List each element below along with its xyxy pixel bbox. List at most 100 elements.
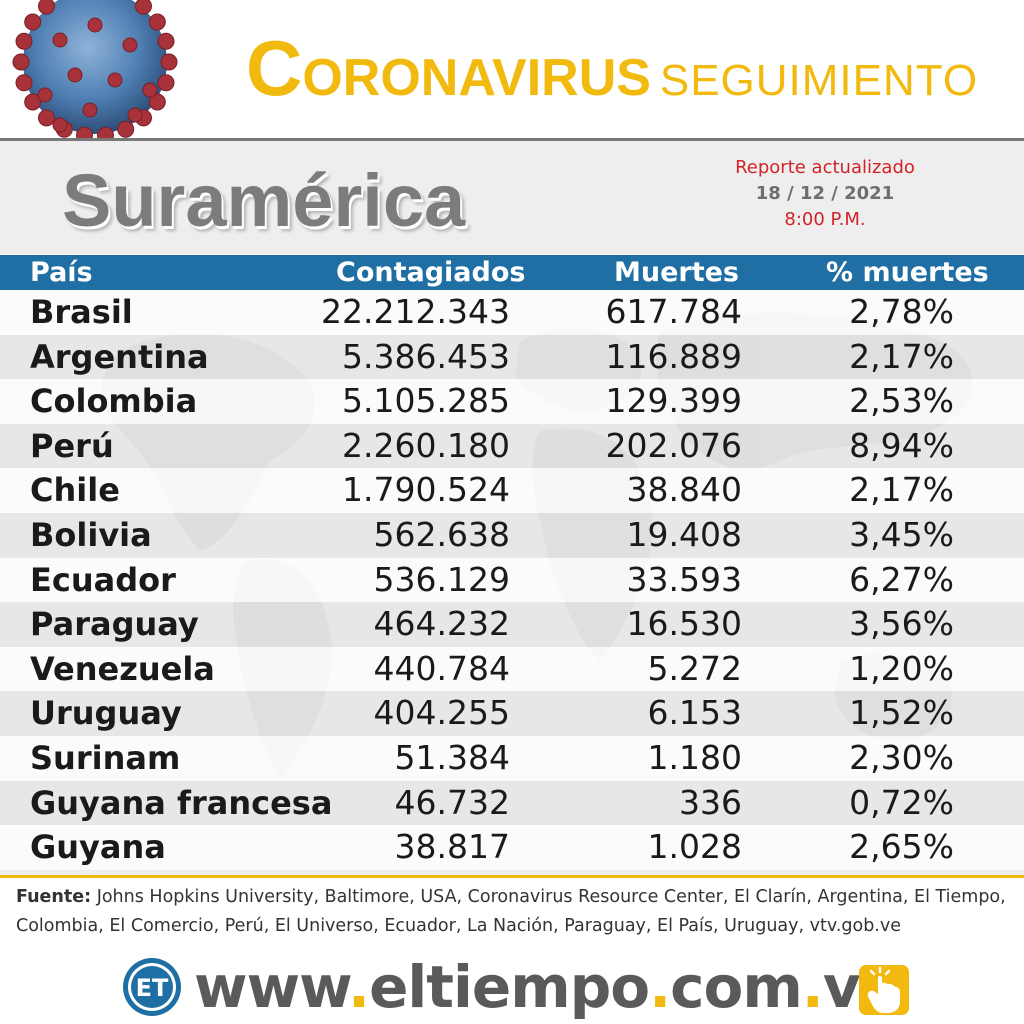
death-rate-cell: 1,20% xyxy=(849,648,954,688)
country-cell: Brasil xyxy=(30,293,133,331)
logo-text: ET xyxy=(136,974,169,1002)
et-logo-icon: ET xyxy=(123,958,181,1016)
source-text: Johns Hopkins University, Baltimore, USA… xyxy=(16,887,1006,936)
cases-cell: 562.638 xyxy=(373,514,510,554)
deaths-cell: 33.593 xyxy=(626,559,742,599)
country-cell: Surinam xyxy=(30,738,181,777)
cases-cell: 5.105.285 xyxy=(342,381,510,421)
url-dot: . xyxy=(801,953,824,1021)
table-header: País Contagiados Muertes % muertes xyxy=(0,254,1024,290)
table-row: Uruguay 404.255 6.153 1,52% xyxy=(0,691,1024,736)
death-rate-cell: 3,45% xyxy=(849,514,954,554)
column-header-country: País xyxy=(30,257,93,288)
table-row: Ecuador 536.129 33.593 6,27% xyxy=(0,557,1024,603)
header: CORONAVIRUS SEGUIMIENTO xyxy=(0,0,1024,138)
column-header-death-rate: % muertes xyxy=(826,257,989,288)
column-header-deaths: Muertes xyxy=(614,257,740,288)
virus-spike xyxy=(67,67,83,83)
country-cell: Guyana francesa xyxy=(30,783,333,822)
deaths-cell: 19.408 xyxy=(626,514,742,554)
country-cell: Paraguay xyxy=(30,605,199,644)
death-rate-cell: 2,65% xyxy=(849,827,954,867)
source-label: Fuente: xyxy=(16,887,92,907)
region-title: Suramérica xyxy=(62,159,466,242)
death-rate-cell: 2,17% xyxy=(849,470,954,510)
coronavirus-illustration xyxy=(12,0,178,138)
deaths-cell: 129.399 xyxy=(605,381,742,421)
website-url[interactable]: www.eltiempo.com.ve xyxy=(194,950,899,1024)
cases-cell: 2.260.180 xyxy=(342,425,510,465)
deaths-cell: 336 xyxy=(679,782,742,822)
deaths-cell: 617.784 xyxy=(605,292,742,331)
table-row: Brasil 22.212.343 617.784 2,78% xyxy=(0,290,1024,335)
virus-spike xyxy=(82,102,98,118)
virus-spike xyxy=(15,74,33,92)
country-cell: Bolivia xyxy=(30,515,152,554)
brand-bar: ET www.eltiempo.com.ve xyxy=(0,950,1024,1024)
virus-spike xyxy=(127,107,143,123)
table-row: Perú 2.260.180 202.076 8,94% xyxy=(0,423,1024,469)
death-rate-cell: 0,72% xyxy=(849,782,954,822)
table-row: Colombia 5.105.285 129.399 2,53% xyxy=(0,379,1024,424)
virus-spike xyxy=(12,53,30,71)
country-cell: Chile xyxy=(30,471,120,510)
headline: CORONAVIRUS SEGUIMIENTO xyxy=(246,18,1006,118)
url-dot: . xyxy=(649,953,671,1021)
deaths-cell: 38.840 xyxy=(626,470,742,510)
death-rate-cell: 2,78% xyxy=(849,292,954,331)
death-rate-cell: 2,53% xyxy=(849,381,954,421)
death-rate-cell: 1,52% xyxy=(849,693,954,733)
virus-spike xyxy=(76,126,93,138)
virus-spike xyxy=(24,93,42,111)
country-cell: Uruguay xyxy=(30,694,182,733)
virus-spike xyxy=(117,120,135,138)
table-row: Bolivia 562.638 19.408 3,45% xyxy=(0,512,1024,558)
url-dot: . xyxy=(348,953,370,1021)
deaths-cell: 6.153 xyxy=(647,693,742,733)
deaths-cell: 5.272 xyxy=(647,648,742,688)
report-date: 18 / 12 / 2021 xyxy=(755,183,895,204)
death-rate-cell: 8,94% xyxy=(849,425,954,465)
deaths-cell: 1.028 xyxy=(647,827,742,867)
deaths-cell: 202.076 xyxy=(605,425,742,465)
cases-cell: 440.784 xyxy=(373,648,510,688)
headline-word: ORONAVIRUS xyxy=(302,49,651,107)
country-cell: Ecuador xyxy=(30,560,176,599)
cases-cell: 51.384 xyxy=(394,737,510,777)
table-row: Guyana 38.817 1.028 2,65% xyxy=(0,825,1024,870)
death-rate-cell: 6,27% xyxy=(849,559,954,599)
deaths-cell: 116.889 xyxy=(605,336,742,376)
url-part: www xyxy=(194,953,349,1021)
virus-spike xyxy=(157,74,175,92)
virus-spike xyxy=(52,117,68,133)
country-cell: Perú xyxy=(30,426,114,465)
headline-subword: SEGUIMIENTO xyxy=(659,56,979,105)
deaths-cell: 16.530 xyxy=(626,604,742,644)
virus-spike xyxy=(97,126,114,138)
url-part: eltiempo xyxy=(369,953,650,1021)
url-part: com xyxy=(670,953,803,1021)
virus-spike xyxy=(107,72,123,88)
cases-cell: 46.732 xyxy=(394,782,510,822)
death-rate-cell: 2,17% xyxy=(849,336,954,376)
table-row: Chile 1.790.524 38.840 2,17% xyxy=(0,468,1024,513)
cases-cell: 464.232 xyxy=(373,604,510,644)
cases-cell: 536.129 xyxy=(373,559,510,599)
report-time: 8:00 P.M. xyxy=(784,209,866,230)
source-note: Fuente: Johns Hopkins University, Baltim… xyxy=(16,883,1008,941)
column-header-cases: Contagiados xyxy=(336,257,526,288)
virus-spike xyxy=(87,17,103,33)
virus-spike xyxy=(24,13,42,31)
virus-spike xyxy=(148,93,166,111)
table-row: Paraguay 464.232 16.530 3,56% xyxy=(0,602,1024,647)
virus-spike xyxy=(122,37,138,53)
death-rate-cell: 2,30% xyxy=(849,737,954,777)
hand-click-icon xyxy=(859,965,909,1015)
table-row: Surinam 51.384 1.180 2,30% xyxy=(0,735,1024,781)
cases-cell: 5.386.453 xyxy=(342,336,510,376)
country-cell: Colombia xyxy=(30,382,198,421)
report-label: Reporte actualizado xyxy=(735,157,915,178)
virus-spike xyxy=(37,87,53,103)
cases-cell: 38.817 xyxy=(394,827,510,867)
cases-cell: 22.212.343 xyxy=(321,292,510,331)
